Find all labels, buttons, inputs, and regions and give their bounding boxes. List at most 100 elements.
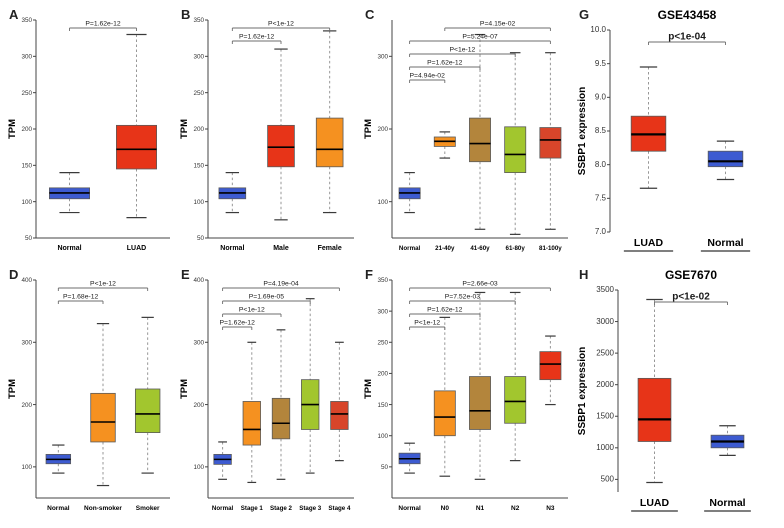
y-tick-label: 1500 — [596, 411, 614, 420]
y-tick-label: 350 — [193, 17, 204, 24]
y-tick-label: 300 — [21, 339, 32, 346]
category-label: Normal — [707, 237, 743, 249]
y-tick-label: 8.5 — [595, 126, 607, 135]
panel-H: H GSE7670 SSBP1 expression 500 1000 1500 2000 2… — [577, 267, 751, 512]
box-stage-2 — [271, 397, 291, 440]
p-value-label: P<1e-12 — [414, 320, 440, 327]
y-axis-label: TPM — [7, 119, 18, 139]
box-stage-4 — [330, 401, 349, 430]
panel-F: F TPM 50 100 150 200 250 300 350 P<1e-12 P=1.62e-1… — [363, 267, 568, 512]
y-tick-label: 50 — [25, 235, 33, 242]
p-value-label: P=2.66e-03 — [462, 281, 498, 288]
category-label: N0 — [441, 505, 450, 512]
panel-title: GSE43458 — [658, 8, 717, 22]
box-81-100y — [539, 127, 562, 159]
y-tick-label: 200 — [193, 402, 204, 409]
category-label: Stage 1 — [241, 505, 264, 512]
y-tick-label: 50 — [197, 235, 205, 242]
y-tick-label: 400 — [21, 277, 32, 284]
y-tick-label: 2000 — [596, 380, 614, 389]
panel-letter: F — [365, 267, 373, 282]
p-value-label: P=1.62e-12 — [85, 21, 121, 28]
category-label: Normal — [47, 505, 70, 512]
box-stage-1 — [242, 401, 261, 446]
y-tick-label: 3500 — [596, 285, 614, 294]
p-value-label: P<1e-12 — [239, 307, 265, 314]
p-value-label: P=5.24e-07 — [462, 34, 498, 41]
y-tick-label: 50 — [381, 464, 389, 471]
y-tick-label: 350 — [21, 17, 32, 24]
category-label: Normal — [212, 505, 234, 512]
y-axis-label: TPM — [7, 379, 18, 399]
y-tick-label: 300 — [377, 308, 388, 315]
y-tick-label: 7.5 — [595, 194, 607, 203]
p-value-label: P=7.52e-03 — [445, 294, 481, 301]
y-tick-label: 250 — [377, 339, 388, 346]
category-label: Stage 3 — [299, 505, 322, 512]
category-label: N3 — [546, 505, 555, 512]
category-label: Normal — [709, 497, 745, 509]
p-value-label: P=1.62e-12 — [427, 307, 463, 314]
y-axis-label: TPM — [179, 119, 190, 139]
figure-row-top: A TPM 50 100 150 200 250 300 350 P=1.62e-12 Normal… — [6, 6, 780, 258]
y-tick-label: 1000 — [596, 443, 614, 452]
y-tick-label: 200 — [377, 126, 388, 133]
box-n2 — [504, 376, 527, 424]
y-tick-label: 150 — [193, 163, 204, 170]
panel-letter: D — [9, 267, 18, 282]
box-female — [315, 117, 344, 168]
category-label: Normal — [57, 245, 81, 252]
y-tick-label: 350 — [377, 277, 388, 284]
y-tick-label: 500 — [601, 475, 615, 484]
y-tick-label: 200 — [193, 126, 204, 133]
box-normal — [707, 150, 744, 168]
y-tick-label: 200 — [377, 371, 388, 378]
panel-E: E TPM 100 200 300 400 P=1.62e-12 P<1e-12 P=1.69e… — [179, 267, 354, 512]
category-label: Normal — [399, 245, 421, 252]
category-label: LUAD — [634, 237, 664, 249]
y-tick-label: 8.0 — [595, 160, 607, 169]
p-value-label: P<1e-12 — [449, 47, 475, 54]
y-tick-label: 200 — [21, 126, 32, 133]
category-label: N2 — [511, 505, 520, 512]
panel-letter: B — [181, 7, 190, 22]
y-tick-label: 200 — [21, 402, 32, 409]
y-tick-label: 300 — [377, 54, 388, 61]
p-value-label: P=1.69e-05 — [249, 294, 285, 301]
y-tick-label: 100 — [377, 199, 388, 206]
y-tick-label: 100 — [193, 464, 204, 471]
category-label: Stage 4 — [328, 505, 351, 512]
y-tick-label: 250 — [193, 90, 204, 97]
box-61-80y — [504, 126, 527, 173]
p-value-label: p<1e-04 — [668, 32, 706, 43]
p-value-label: P<1e-12 — [268, 21, 294, 28]
y-tick-label: 300 — [193, 339, 204, 346]
y-tick-label: 9.0 — [595, 93, 607, 102]
box-male — [267, 124, 295, 168]
p-value-label: P=1.62e-12 — [239, 34, 275, 41]
panel-letter: H — [579, 267, 588, 282]
y-axis-label: TPM — [179, 379, 190, 399]
p-value-label: P=1.68e-12 — [63, 294, 99, 301]
y-tick-label: 100 — [21, 199, 32, 206]
box-41-60y — [469, 117, 491, 163]
y-tick-label: 100 — [193, 199, 204, 206]
box-n3 — [539, 351, 562, 381]
box-non-smoker — [90, 392, 116, 443]
category-label: Female — [318, 245, 342, 252]
category-label: N1 — [476, 505, 485, 512]
box-smoker — [134, 388, 161, 433]
panel-letter: A — [9, 7, 19, 22]
box-n1 — [469, 376, 491, 430]
y-tick-label: 150 — [21, 163, 32, 170]
category-label: Smoker — [136, 505, 160, 512]
category-label: 41-60y — [470, 245, 490, 252]
category-label: Male — [273, 245, 289, 252]
y-tick-label: 100 — [377, 433, 388, 440]
category-label: LUAD — [640, 497, 670, 509]
y-tick-label: 10.0 — [590, 25, 606, 34]
category-label: Non-smoker — [84, 505, 122, 512]
category-label: 61-80y — [506, 245, 526, 252]
y-axis-label: TPM — [363, 119, 374, 139]
panel-letter: C — [365, 7, 375, 22]
